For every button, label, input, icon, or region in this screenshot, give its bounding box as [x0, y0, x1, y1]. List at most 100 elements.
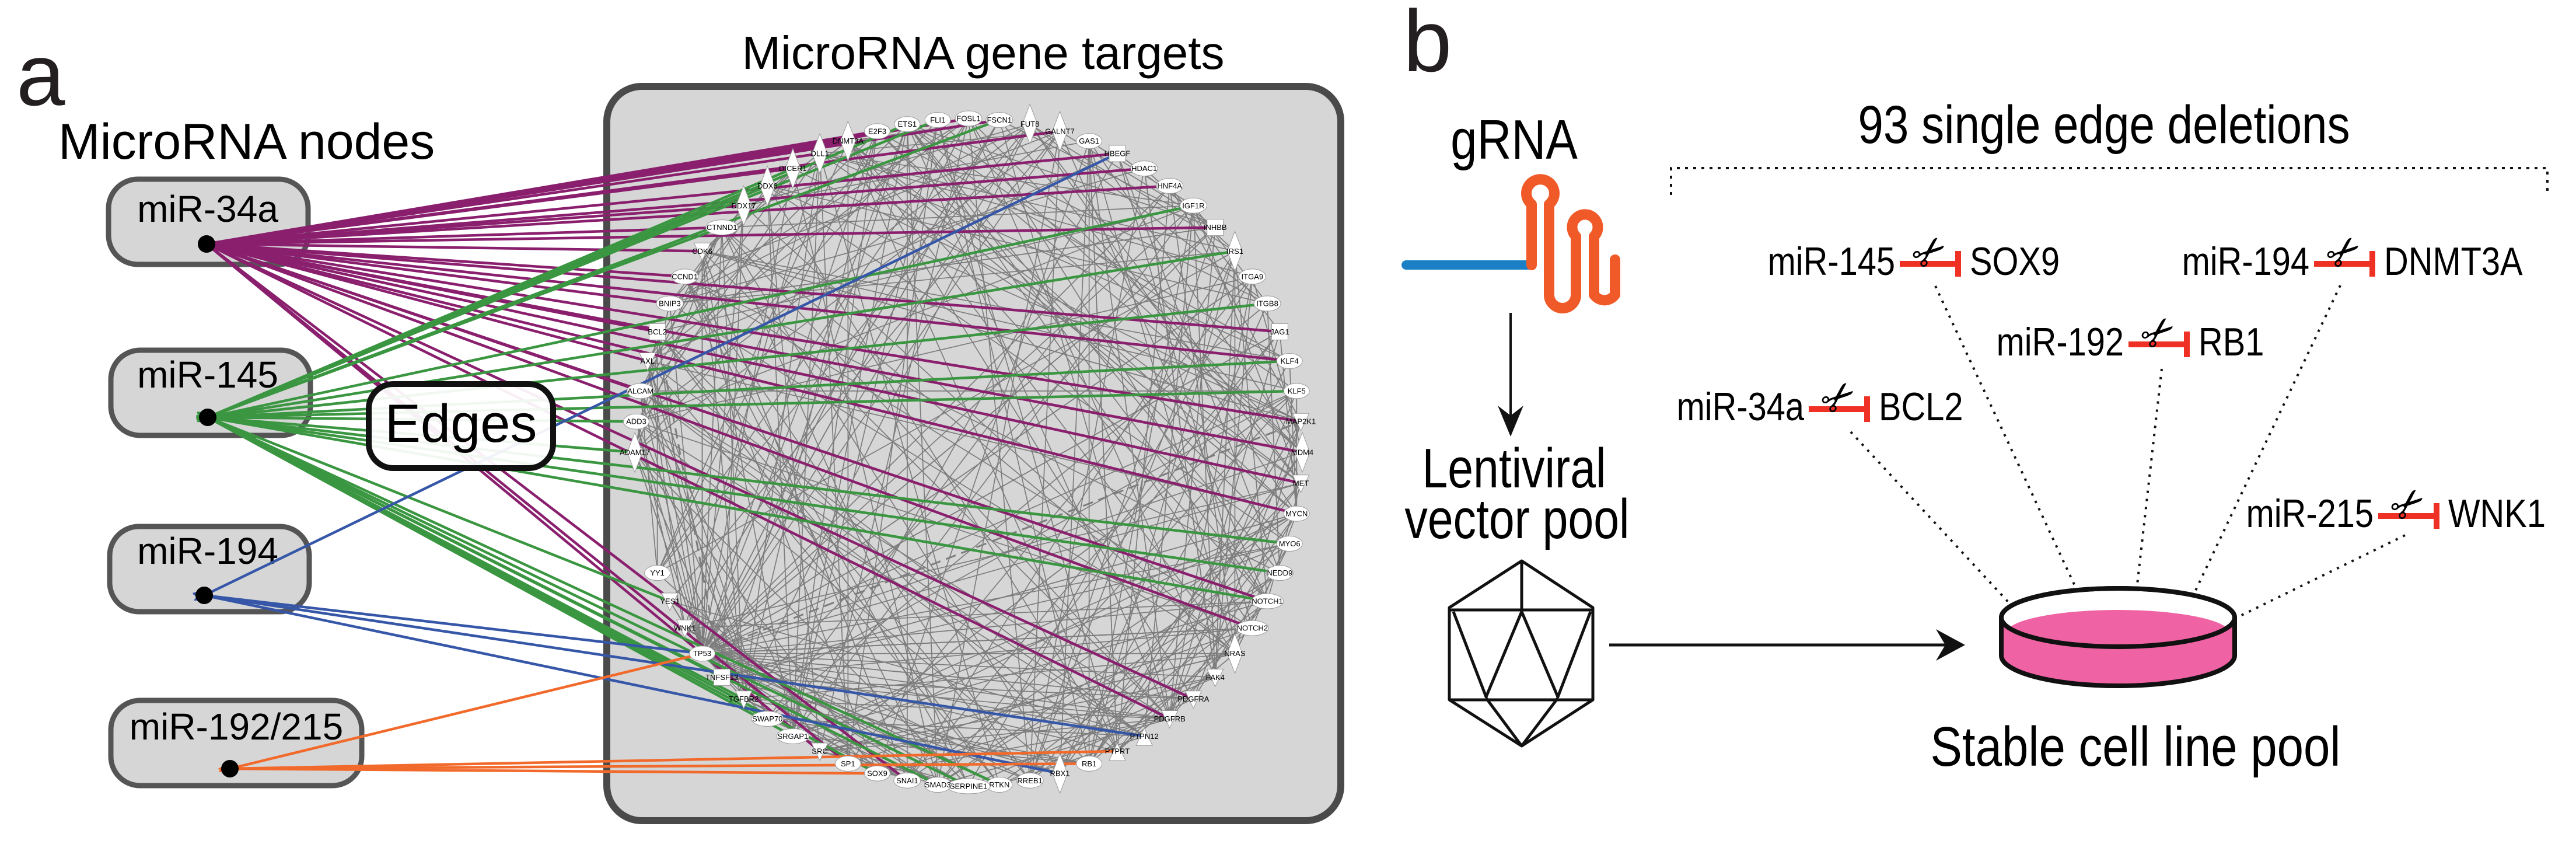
gene-node-dnmt3a[interactable]: DNMT3A: [833, 120, 864, 162]
gene-node-tgfbr2[interactable]: TGFBR2: [729, 690, 759, 709]
down-arrow: [1498, 313, 1523, 437]
gene-node-irs1[interactable]: IRS1: [1226, 230, 1243, 272]
gene-node-fut8[interactable]: FUT8: [1020, 103, 1040, 145]
edge-deletion-mir-34a-bcl2: miR-34a ✂ BCL2: [1677, 368, 1963, 429]
gene-label: ITGA9: [1242, 272, 1264, 281]
gene-node-ddx6[interactable]: DDX6: [757, 165, 778, 207]
gene-gene-edge: [847, 627, 1253, 765]
gene-label: ADD3: [626, 417, 646, 426]
gene-node-jag1[interactable]: JAG1: [1270, 323, 1289, 340]
gene-node-sox9[interactable]: SOX9: [864, 765, 890, 782]
gene-node-nras[interactable]: NRAS: [1224, 633, 1246, 675]
gene-node-ptprt[interactable]: PTPRT: [1105, 742, 1130, 761]
grna-hairpin: [1521, 174, 1620, 313]
gene-node-fscn1[interactable]: FSCN1: [985, 111, 1013, 128]
gene-node-yy1[interactable]: YY1: [644, 565, 671, 581]
gene-node-pdgfra[interactable]: PDGFRA: [1177, 690, 1210, 709]
gene-label: TGFBR2: [729, 695, 759, 703]
gene-gene-edge: [655, 331, 703, 654]
gene-node-klf4[interactable]: KLF4: [1276, 353, 1303, 369]
gene-node-galnt7[interactable]: GALNT7: [1045, 110, 1075, 152]
gene-node-axl[interactable]: AXL: [639, 352, 656, 371]
gene-node-swap70[interactable]: SWAP70: [751, 710, 784, 727]
gene-label: BNIP3: [659, 299, 681, 308]
gene-label: YES1: [660, 597, 679, 605]
gene-node-ddx17[interactable]: DDX17: [732, 184, 756, 226]
gene-node-e2f3[interactable]: E2F3: [864, 123, 890, 139]
gene-node-yes1[interactable]: YES1: [660, 592, 680, 612]
gene-node-bcl2[interactable]: BCL2: [648, 323, 667, 340]
gene-node-srgap1[interactable]: SRGAP1: [776, 728, 809, 744]
gene-node-rtkn[interactable]: RTKN: [986, 777, 1013, 793]
gene-node-shape: [1051, 110, 1068, 152]
gene-node-rb1[interactable]: RB1: [1076, 755, 1103, 772]
gene-label: DDX6: [757, 182, 778, 190]
gene-node-nedd9[interactable]: NEDD9: [1266, 565, 1294, 581]
gene-node-mdm4[interactable]: MDM4: [1291, 431, 1313, 473]
gene-node-wnk1[interactable]: WNK1: [674, 619, 696, 639]
gene-node-myo6[interactable]: MYO6: [1276, 536, 1303, 552]
gene-label: CCND1: [672, 272, 698, 281]
gene-node-inhbb[interactable]: INHBB: [1204, 219, 1227, 236]
gene-node-mycn[interactable]: MYCN: [1283, 505, 1310, 522]
mirna-target-edge: [205, 243, 821, 752]
gene-label: SRC: [812, 747, 827, 756]
gene-node-hnf4a[interactable]: HNF4A: [1156, 178, 1184, 194]
gene-node-shape: [1109, 145, 1126, 162]
gene-node-ptpn12[interactable]: PTPN12: [1130, 727, 1159, 746]
gene-node-adam17[interactable]: ADAM17: [620, 431, 650, 473]
gene-node-itgb8[interactable]: ITGB8: [1253, 295, 1281, 312]
gene-node-gas1[interactable]: GAS1: [1076, 133, 1103, 149]
gene-label: PTPN12: [1130, 732, 1159, 741]
gene-node-map2k1[interactable]: MAP2K1: [1286, 413, 1316, 432]
gene-gene-edge: [634, 452, 878, 774]
gene-node-shape: [1184, 690, 1203, 709]
gene-node-add3[interactable]: ADD3: [623, 413, 649, 430]
gene-node-shape: [1292, 413, 1310, 432]
gene-node-sp1[interactable]: SP1: [834, 755, 861, 772]
transduction-arrow: [1609, 629, 1965, 661]
gene-node-cdk6[interactable]: CDK6: [692, 242, 712, 261]
gene-node-fosl1[interactable]: FOSL1: [955, 110, 983, 127]
gene-node-smad3[interactable]: SMAD3: [924, 777, 952, 793]
gene-node-snai1[interactable]: SNAI1: [893, 772, 921, 789]
gene-node-met[interactable]: MET: [1292, 475, 1310, 493]
gene-node-shape: [623, 413, 649, 430]
gene-node-hbegf[interactable]: HBEGF: [1105, 145, 1131, 162]
gene-node-tp53[interactable]: TP53: [689, 646, 716, 662]
gene-node-ctnnd1[interactable]: CTNND1: [705, 219, 739, 236]
gene-node-tnfsf13[interactable]: TNFSF13: [705, 668, 738, 686]
gene-node-shape: [627, 383, 655, 399]
gene-label: HNF4A: [1157, 182, 1182, 190]
gene-node-igf1r[interactable]: IGF1R: [1179, 197, 1207, 214]
gene-label: PTPRT: [1105, 747, 1130, 756]
gene-node-serpine1[interactable]: SERPINE1: [946, 778, 991, 794]
gene-node-ets1[interactable]: ETS1: [894, 116, 921, 132]
gene-gene-edge: [722, 512, 1298, 678]
gene-node-fli1[interactable]: FLI1: [924, 111, 951, 128]
gene-node-dicer1[interactable]: DICER1: [779, 148, 807, 190]
gene-node-rbx1[interactable]: RBX1: [1050, 752, 1070, 794]
mirna-node-mir-194[interactable]: [107, 524, 312, 615]
gene-node-dll1[interactable]: DLL1: [810, 132, 829, 175]
gene-node-rreb1[interactable]: RREB1: [1016, 772, 1044, 789]
mirna-node-mir-192-215[interactable]: [108, 697, 365, 789]
gene-node-pak4[interactable]: PAK4: [1206, 668, 1225, 688]
gene-node-notch1[interactable]: NOTCH1: [1250, 593, 1284, 609]
gene-node-klf5[interactable]: KLF5: [1283, 383, 1310, 399]
gene-node-pdgfrb[interactable]: PDGFRB: [1154, 710, 1186, 729]
gene-node-shape: [1294, 431, 1310, 473]
mirna-target-edge: [192, 589, 1145, 738]
gene-node-hdac1[interactable]: HDAC1: [1130, 161, 1158, 177]
gene-node-src[interactable]: SRC: [811, 742, 829, 762]
gene-node-notch2[interactable]: NOTCH2: [1236, 620, 1269, 636]
gene-node-alcam[interactable]: ALCAM: [627, 383, 655, 399]
gene-gene-edge: [640, 390, 1145, 737]
gene-node-bnip3[interactable]: BNIP3: [656, 295, 684, 312]
gene-node-itga9[interactable]: ITGA9: [1238, 268, 1266, 285]
gene-gene-edge: [634, 131, 1061, 453]
lentivirus-icosahedron-icon: [1448, 559, 1595, 748]
gene-gene-edge: [684, 276, 1253, 629]
gene-node-ccnd1[interactable]: CCND1: [671, 268, 699, 285]
